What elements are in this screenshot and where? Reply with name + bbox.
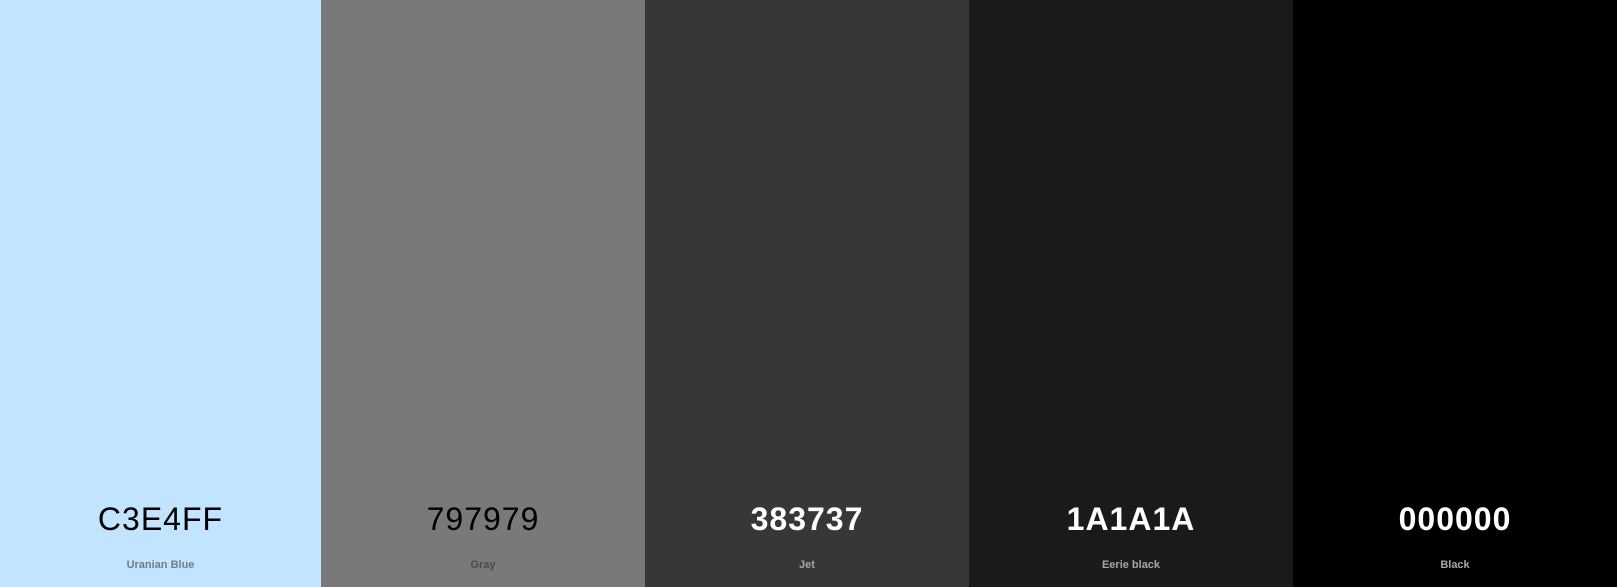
swatch-hex-code[interactable]: 383737 — [750, 501, 864, 537]
swatch-hex-code[interactable]: 000000 — [1398, 501, 1512, 537]
swatch-uranian-blue[interactable]: C3E4FF Uranian Blue — [0, 0, 321, 587]
swatch-color-name: Eerie black — [1101, 559, 1161, 571]
swatch-color-name: Gray — [470, 559, 496, 571]
swatch-hex-code[interactable]: C3E4FF — [97, 501, 224, 537]
swatch-black[interactable]: 000000 Black — [1293, 0, 1617, 587]
swatch-jet[interactable]: 383737 Jet — [645, 0, 969, 587]
swatch-color-name: Black — [1440, 559, 1470, 571]
swatch-hex-code[interactable]: 1A1A1A — [1066, 501, 1196, 537]
swatch-eerie-black[interactable]: 1A1A1A Eerie black — [969, 0, 1293, 587]
swatch-gray[interactable]: 797979 Gray — [321, 0, 645, 587]
swatch-hex-code[interactable]: 797979 — [426, 501, 540, 537]
swatch-color-name: Uranian Blue — [126, 559, 195, 571]
swatch-color-name: Jet — [799, 559, 815, 571]
